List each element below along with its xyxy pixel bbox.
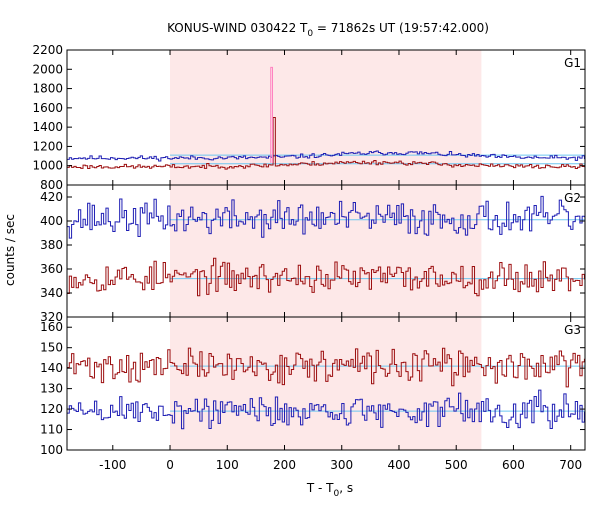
y-tick-label: 380 xyxy=(40,238,63,252)
y-tick-label: 2000 xyxy=(32,62,63,76)
panel-g3: 100 110 120 130 140 150 160 G3 xyxy=(40,316,586,457)
x-tick-label: 200 xyxy=(273,458,296,472)
x-tick-label: 400 xyxy=(388,458,411,472)
series-blue xyxy=(67,195,585,239)
panel-frame xyxy=(66,316,586,451)
series-red xyxy=(67,347,585,388)
x-tick-label: 500 xyxy=(445,458,468,472)
y-tick-label: 1800 xyxy=(32,82,63,96)
y-tick-label: 100 xyxy=(40,443,63,457)
y-tick-label: 400 xyxy=(40,214,63,228)
y-axis-label: counts / sec xyxy=(3,214,17,286)
x-tick-label: 0 xyxy=(166,458,174,472)
series-blue xyxy=(67,150,585,162)
y-tick-label: 420 xyxy=(40,190,63,204)
x-axis-label: T - T0, s xyxy=(306,481,353,499)
y-tick-label: 160 xyxy=(40,320,63,334)
chart-title: KONUS-WIND 030422 T0 = 71862s UT (19:57:… xyxy=(167,21,489,39)
y-tick-label: 140 xyxy=(40,361,63,375)
y-tick-label: 320 xyxy=(40,310,63,324)
y-tick-label: 130 xyxy=(40,382,63,396)
x-tick-label: 600 xyxy=(502,458,525,472)
y-tick-label: 110 xyxy=(40,423,63,437)
x-tick-label: 100 xyxy=(216,458,239,472)
y-tick-label: 1600 xyxy=(32,101,63,115)
panel-g1: 800 1000 1200 1400 1600 1800 2000 2200 G1 xyxy=(32,43,586,192)
y-tick-label: 2200 xyxy=(32,43,63,57)
x-tick-label: 700 xyxy=(559,458,582,472)
y-tick-label: 800 xyxy=(40,178,63,192)
y-tick-label: 1200 xyxy=(32,139,63,153)
panel-label: G3 xyxy=(564,323,581,337)
x-tick-label: -100 xyxy=(99,458,126,472)
y-tick-label: 360 xyxy=(40,262,63,276)
y-tick-label: 150 xyxy=(40,341,63,355)
series-red xyxy=(67,257,585,297)
panel-label: G2 xyxy=(564,191,581,205)
panel-label: G1 xyxy=(564,56,581,70)
y-tick-label: 120 xyxy=(40,402,63,416)
y-tick-label: 1000 xyxy=(32,159,63,173)
y-tick-label: 1400 xyxy=(32,120,63,134)
highlight-interval xyxy=(170,50,482,450)
series-red xyxy=(67,117,585,170)
plot-layer: 8001000120014001600180020002200G13203403… xyxy=(32,43,586,472)
series-blue xyxy=(67,389,585,430)
x-tick-label: 300 xyxy=(330,458,353,472)
y-tick-label: 340 xyxy=(40,286,63,300)
spike-pink xyxy=(270,66,273,163)
